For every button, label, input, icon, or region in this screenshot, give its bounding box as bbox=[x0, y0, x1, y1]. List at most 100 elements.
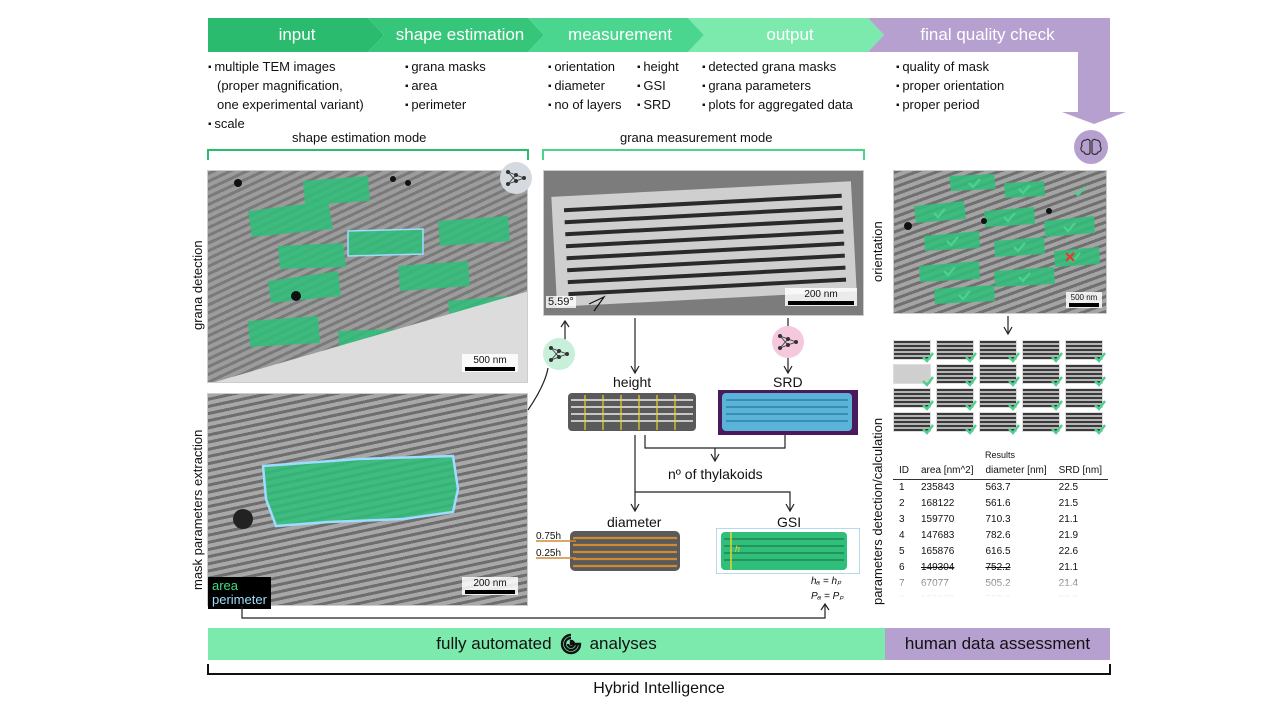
list-item: area bbox=[405, 77, 486, 96]
neural-network-icon bbox=[772, 326, 804, 358]
table-cell: 2 bbox=[899, 498, 905, 509]
list-item: detected grana masks bbox=[702, 58, 853, 77]
checkmark-icon bbox=[965, 352, 977, 363]
table-cell: 3 bbox=[899, 514, 905, 525]
brain-icon bbox=[1074, 130, 1108, 164]
table-cell: 21.1 bbox=[1058, 514, 1079, 525]
neural-network-icon bbox=[543, 338, 575, 370]
cross-icon bbox=[1065, 252, 1075, 262]
table-header: SRD [nm] bbox=[1052, 463, 1108, 480]
results-fade bbox=[893, 572, 1105, 602]
srd-label: SRD bbox=[773, 374, 803, 390]
checkmark-icon bbox=[1094, 424, 1106, 435]
scale-bar-200a: 200 nm bbox=[462, 577, 518, 595]
checkmark-icon bbox=[1073, 186, 1086, 197]
granum-thumbnail-grid bbox=[893, 340, 1109, 440]
h075-label: 0.75h bbox=[536, 531, 562, 542]
table-cell: 21.5 bbox=[1058, 498, 1079, 509]
list-item: proper period bbox=[896, 96, 1004, 115]
mask-extraction-image bbox=[207, 393, 528, 606]
logo-icon bbox=[560, 633, 581, 655]
table-cell: 21.9 bbox=[1058, 530, 1079, 541]
list-item: diameter bbox=[548, 77, 622, 96]
mask-outline bbox=[233, 454, 460, 529]
checkmark-icon bbox=[922, 400, 934, 411]
list-item: grana parameters bbox=[702, 77, 853, 96]
checkmark-icon bbox=[1018, 272, 1031, 283]
measurement-list-b: height GSI SRD bbox=[637, 58, 679, 115]
automated-label-b: analyses bbox=[589, 634, 657, 653]
shape-list: grana masks area perimeter bbox=[405, 58, 486, 115]
table-cell: 147683 bbox=[921, 530, 955, 541]
table-header: diameter [nm] bbox=[979, 463, 1053, 480]
checkmark-icon bbox=[965, 424, 977, 435]
angle-icon bbox=[588, 295, 606, 312]
checkmark-icon bbox=[968, 178, 981, 189]
thylakoids-label: nº of thylakoids bbox=[668, 466, 763, 482]
quality-masks bbox=[904, 174, 1100, 304]
srd-granum bbox=[718, 390, 858, 435]
granum-thumbnail bbox=[1065, 388, 1106, 411]
list-item: scale bbox=[208, 115, 364, 134]
human-label: human data assessment bbox=[904, 634, 1091, 653]
h025-label: 0.25h bbox=[536, 548, 562, 559]
checkmark-icon bbox=[943, 266, 956, 277]
scale-bar-500b: 500 nm bbox=[1066, 292, 1102, 308]
human-bar: human data assessment bbox=[885, 628, 1110, 660]
checkmark-icon bbox=[1008, 400, 1020, 411]
checkmark-icon bbox=[958, 290, 971, 301]
list-item: orientation bbox=[548, 58, 622, 77]
granum-thumbnail bbox=[936, 388, 977, 411]
checkmark-icon bbox=[965, 376, 977, 387]
neural-network-icon bbox=[500, 162, 532, 194]
gsi-label: GSI bbox=[777, 514, 802, 530]
list-item: plots for aggregated data bbox=[702, 96, 853, 115]
mask-legend: area perimeter bbox=[208, 577, 271, 609]
checkmark-icon bbox=[1008, 376, 1020, 387]
diameter-label: diameter bbox=[607, 514, 662, 530]
table-cell: 752.2 bbox=[985, 562, 1011, 573]
checkmark-icon bbox=[933, 208, 946, 219]
table-cell: 22.5 bbox=[1058, 482, 1079, 493]
scale-label: 200 nm bbox=[804, 289, 838, 300]
step-output: output bbox=[766, 25, 814, 44]
equation-h: hₐ = hₚ bbox=[811, 576, 842, 587]
checkmark-icon bbox=[1051, 376, 1063, 387]
shape-mode-label: shape estimation mode bbox=[292, 130, 427, 145]
granum-thumbnail bbox=[893, 412, 934, 435]
granum-thumbnail bbox=[1022, 388, 1063, 411]
hybrid-bracket bbox=[207, 664, 1111, 675]
scale-bar-200b: 200 nm bbox=[785, 288, 857, 306]
checkmark-icon bbox=[1051, 400, 1063, 411]
step-measurement: measurement bbox=[568, 25, 672, 44]
table-cell: 21.1 bbox=[1058, 562, 1079, 573]
checkmark-icon bbox=[1003, 212, 1016, 223]
granum-thumbnail bbox=[893, 340, 934, 363]
height-label: height bbox=[613, 374, 652, 390]
table-cell: 168122 bbox=[921, 498, 955, 509]
table-cell: 165876 bbox=[921, 546, 955, 557]
gsi-granum bbox=[716, 528, 860, 574]
scale-label: 200 nm bbox=[473, 578, 507, 589]
params-calc-label: parameters detection/calculation bbox=[870, 417, 885, 605]
step-final-quality-check: final quality check bbox=[920, 25, 1055, 44]
measurement-list-a: orientation diameter no of layers bbox=[548, 58, 622, 115]
list-item: proper orientation bbox=[896, 77, 1004, 96]
checkmark-icon bbox=[1051, 352, 1063, 363]
table-cell: 22.6 bbox=[1058, 546, 1079, 557]
table-cell: 5 bbox=[899, 546, 905, 557]
table-row: 3 159770 710.3 21.1 bbox=[893, 512, 1108, 528]
table-cell: 561.6 bbox=[985, 498, 1011, 509]
checkmark-icon bbox=[946, 236, 959, 247]
list-item: quality of mask bbox=[896, 58, 1004, 77]
orientation-side-label: orientation bbox=[870, 221, 885, 282]
checkmark-icon bbox=[1063, 222, 1076, 233]
table-row: 1 235843 563.7 22.5 bbox=[893, 480, 1108, 497]
scale-label: 500 nm bbox=[473, 355, 507, 366]
hybrid-intelligence-label: Hybrid Intelligence bbox=[593, 680, 725, 697]
list-item: SRD bbox=[637, 96, 679, 115]
granum-thumbnail bbox=[936, 340, 977, 363]
table-cell: 616.5 bbox=[985, 546, 1011, 557]
grana-mode-label: grana measurement mode bbox=[620, 130, 773, 145]
granum-thumbnail bbox=[893, 388, 934, 411]
